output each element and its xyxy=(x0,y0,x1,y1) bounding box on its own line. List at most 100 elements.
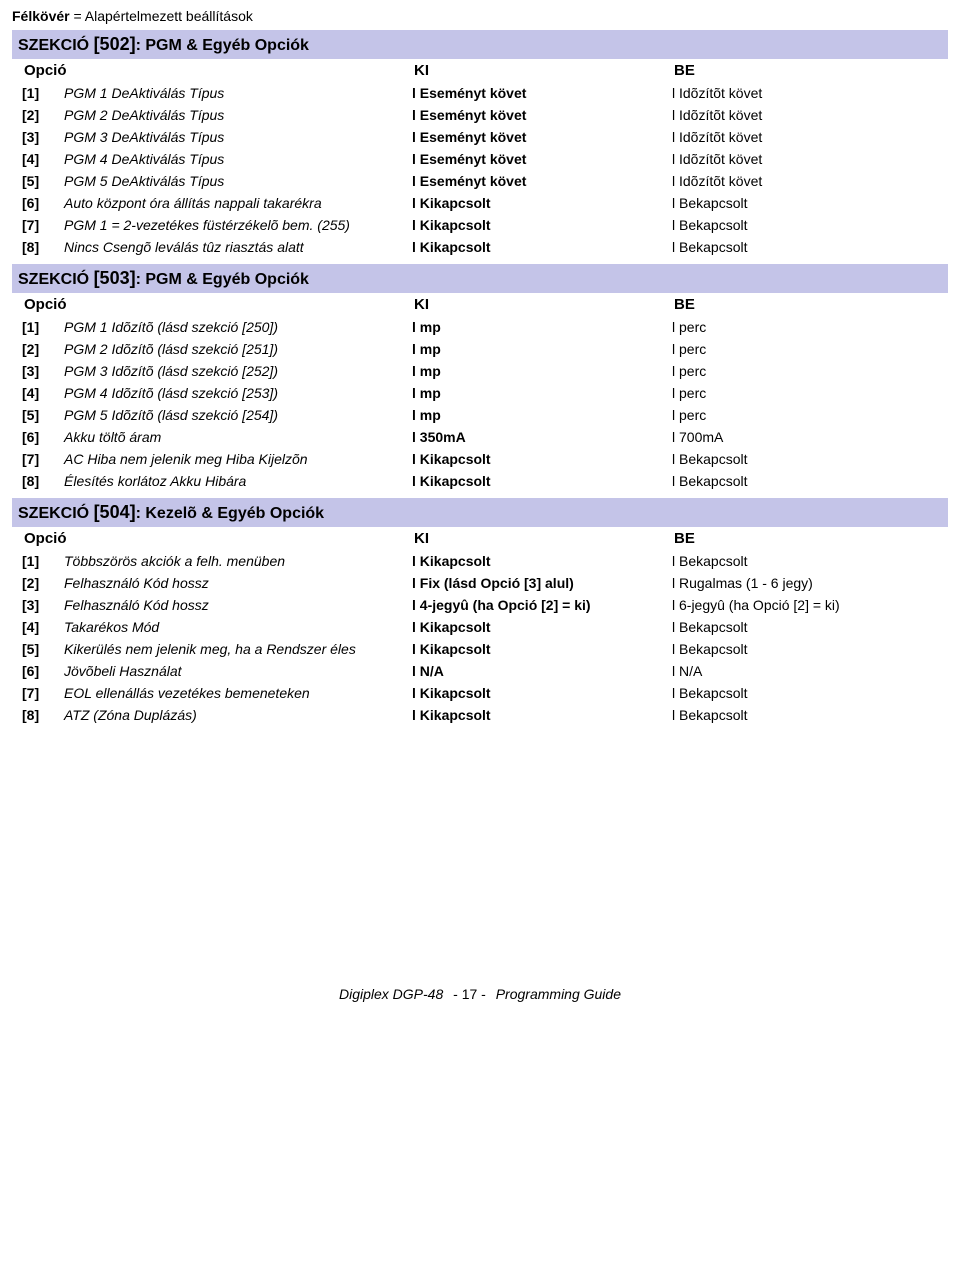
be-value: l N/A xyxy=(672,663,948,679)
ki-value: l Kikapcsolt xyxy=(412,473,672,489)
header-ki: KI xyxy=(414,296,674,313)
option-index: [1] xyxy=(22,85,50,101)
table-header: OpcióKIBE xyxy=(12,293,948,316)
option-description: Jövõbeli Használat xyxy=(64,663,412,679)
option-index: [3] xyxy=(22,129,50,145)
table-row: [1]Többszörös akciók a felh. menübenl Ki… xyxy=(12,550,948,572)
footer-right: Programming Guide xyxy=(496,986,621,1002)
option-index: [3] xyxy=(22,363,50,379)
option-description: PGM 3 Idõzítõ (lásd szekció [252]) xyxy=(64,363,412,379)
be-value: l 6-jegyû (ha Opció [2] = ki) xyxy=(672,597,948,613)
table-row: [7]PGM 1 = 2-vezetékes füstérzékelõ bem.… xyxy=(12,214,948,236)
option-description: Többszörös akciók a felh. menüben xyxy=(64,553,412,569)
header-opcio: Opció xyxy=(24,530,414,547)
table-row: [5]PGM 5 DeAktiválás Típusl Eseményt köv… xyxy=(12,170,948,192)
be-value: l Bekapcsolt xyxy=(672,641,948,657)
table-row: [8] ATZ (Zóna Duplázás)l Kikapcsoltl Beka… xyxy=(12,704,948,726)
table-row: [6]Akku töltõ áraml 350mAl 700mA xyxy=(12,426,948,448)
section-title: SZEKCIÓ [504]: Kezelõ & Egyéb Opciók xyxy=(12,498,948,527)
option-index: [8] xyxy=(22,473,50,489)
option-index: [7] xyxy=(22,685,50,701)
table-row: [7] EOL ellenállás vezetékes bemeneteken l… xyxy=(12,682,948,704)
ki-value: l mp xyxy=(412,385,672,401)
be-value: l Idõzítõt követ xyxy=(672,85,948,101)
table-header: OpcióKIBE xyxy=(12,59,948,82)
header-be: BE xyxy=(674,62,948,79)
ki-value: l N/A xyxy=(412,663,672,679)
ki-value: l Fix (lásd Opció [3] alul) xyxy=(412,575,672,591)
be-value: l Rugalmas (1 - 6 jegy) xyxy=(672,575,948,591)
option-description: EOL ellenállás vezetékes bemeneteken xyxy=(64,685,412,701)
be-value: l perc xyxy=(672,407,948,423)
table-row: [6]Jövõbeli Használatl N/Al N/A xyxy=(12,660,948,682)
option-index: [8] xyxy=(22,707,50,723)
ki-value: l Kikapcsolt xyxy=(412,707,672,723)
option-description: PGM 2 DeAktiválás Típus xyxy=(64,107,412,123)
option-description: Takarékos Mód xyxy=(64,619,412,635)
section-title: SZEKCIÓ [502]: PGM & Egyéb Opciók xyxy=(12,30,948,59)
header-be: BE xyxy=(674,530,948,547)
option-index: [4] xyxy=(22,151,50,167)
be-value: l perc xyxy=(672,319,948,335)
header-be: BE xyxy=(674,296,948,313)
table-row: [2] PGM 2 Idõzítõ (lásd szekció [251])l m… xyxy=(12,338,948,360)
option-description: PGM 4 Idõzítõ (lásd szekció [253]) xyxy=(64,385,412,401)
be-value: l perc xyxy=(672,363,948,379)
table-row: [5] Kikerülés nem jelenik meg, ha a Rends… xyxy=(12,638,948,660)
table-row: [5]PGM 5 Idõzítõ (lásd szekció [254])l m… xyxy=(12,404,948,426)
ki-value: l Kikapcsolt xyxy=(412,641,672,657)
option-index: [7] xyxy=(22,451,50,467)
table-row: [8] Élesítés korlátoz Akku Hibáral Kikapc… xyxy=(12,470,948,492)
option-description: Kikerülés nem jelenik meg, ha a Rendszer… xyxy=(64,641,412,657)
footer-left: Digiplex DGP-48 xyxy=(339,986,443,1002)
ki-value: l mp xyxy=(412,319,672,335)
ki-value: l 350mA xyxy=(412,429,672,445)
be-value: l Bekapcsolt xyxy=(672,217,948,233)
header-ki: KI xyxy=(414,530,674,547)
option-index: [4] xyxy=(22,619,50,635)
table-row: [8] Nincs Csengõ leválás tûz riasztás ala… xyxy=(12,236,948,258)
top-note: Félkövér = Alapértelmezett beállítások xyxy=(12,8,948,24)
option-index: [5] xyxy=(22,641,50,657)
be-value: l perc xyxy=(672,341,948,357)
ki-value: l Eseményt követ xyxy=(412,151,672,167)
option-index: [8] xyxy=(22,239,50,255)
option-description: Élesítés korlátoz Akku Hibára xyxy=(64,473,412,489)
be-value: l 700mA xyxy=(672,429,948,445)
header-ki: KI xyxy=(414,62,674,79)
table-row: [2]Felhasználó Kód hosszl Fix (lásd Opci… xyxy=(12,572,948,594)
ki-value: l Kikapcsolt xyxy=(412,217,672,233)
option-description: ATZ (Zóna Duplázás) xyxy=(64,707,412,723)
option-description: Nincs Csengõ leválás tûz riasztás alatt xyxy=(64,239,412,255)
option-index: [2] xyxy=(22,341,50,357)
section-title: SZEKCIÓ [503]: PGM & Egyéb Opciók xyxy=(12,264,948,293)
option-description: PGM 4 DeAktiválás Típus xyxy=(64,151,412,167)
ki-value: l mp xyxy=(412,407,672,423)
top-note-rest: = Alapértelmezett beállítások xyxy=(70,8,253,24)
be-value: l Bekapcsolt xyxy=(672,553,948,569)
be-value: l Bekapcsolt xyxy=(672,619,948,635)
be-value: l Idõzítõt követ xyxy=(672,129,948,145)
ki-value: l mp xyxy=(412,363,672,379)
table-row: [2]PGM 2 DeAktiválás Típusl Eseményt köv… xyxy=(12,104,948,126)
option-index: [1] xyxy=(22,319,50,335)
be-value: l Bekapcsolt xyxy=(672,239,948,255)
option-description: Akku töltõ áram xyxy=(64,429,412,445)
table-row: [1]PGM 1 Idõzítõ (lásd szekció [250])l m… xyxy=(12,316,948,338)
be-value: l perc xyxy=(672,385,948,401)
option-description: Auto központ óra állítás nappali takarék… xyxy=(64,195,412,211)
be-value: l Bekapcsolt xyxy=(672,685,948,701)
be-value: l Bekapcsolt xyxy=(672,707,948,723)
top-note-bold: Félkövér xyxy=(12,8,70,24)
ki-value: l Eseményt követ xyxy=(412,85,672,101)
ki-value: l Eseményt követ xyxy=(412,107,672,123)
option-index: [5] xyxy=(22,173,50,189)
option-index: [6] xyxy=(22,195,50,211)
option-index: [3] xyxy=(22,597,50,613)
ki-value: l mp xyxy=(412,341,672,357)
option-description: PGM 2 Idõzítõ (lásd szekció [251]) xyxy=(64,341,412,357)
option-index: [4] xyxy=(22,385,50,401)
option-index: [6] xyxy=(22,663,50,679)
option-description: PGM 5 DeAktiválás Típus xyxy=(64,173,412,189)
table-row: [7]AC Hiba nem jelenik meg Hiba Kijelzõn… xyxy=(12,448,948,470)
